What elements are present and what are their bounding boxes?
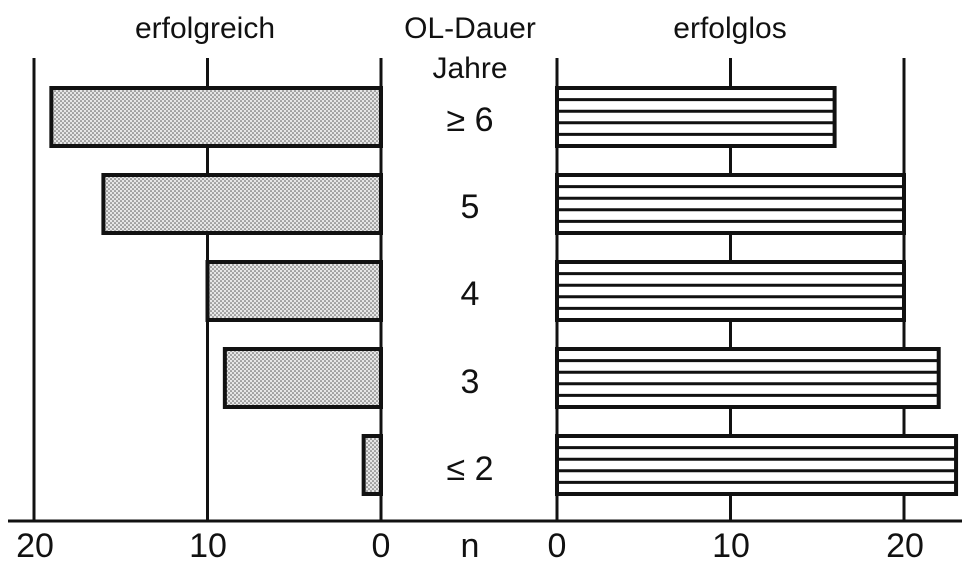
x-tick-label-right-20: 20 [886, 527, 924, 562]
series-right-title: erfolglos [673, 12, 786, 45]
x-tick-label-left-20: 20 [16, 527, 54, 562]
center-title-line1: OL-Dauer [404, 12, 536, 45]
x-tick-label-left-0: 0 [372, 527, 391, 562]
category-label: 5 [461, 188, 480, 226]
bars-layer [49, 86, 959, 496]
series-left-title: erfolgreich [135, 12, 275, 45]
bar-erfolgreich [101, 173, 384, 235]
bar-erfolgreich [205, 260, 383, 322]
category-label: 3 [461, 363, 480, 401]
bar-erfolglos [555, 260, 906, 322]
center-title-line2: Jahre [432, 52, 507, 85]
x-unit-label: n [461, 527, 480, 562]
bar-erfolgreich [49, 86, 383, 148]
category-label: ≤ 2 [446, 450, 493, 488]
bar-erfolglos [555, 434, 959, 496]
bar-erfolglos [555, 86, 837, 148]
bar-erfolglos [555, 173, 906, 235]
x-tick-label-left-10: 10 [189, 527, 227, 562]
category-label: 4 [461, 275, 480, 313]
category-label: ≥ 6 [446, 101, 493, 139]
bar-erfolgreich [222, 347, 383, 409]
bar-erfolglos [555, 347, 941, 409]
x-tick-label-right-0: 0 [548, 527, 567, 562]
bar-erfolgreich [361, 434, 383, 496]
x-tick-label-right-10: 10 [712, 527, 750, 562]
